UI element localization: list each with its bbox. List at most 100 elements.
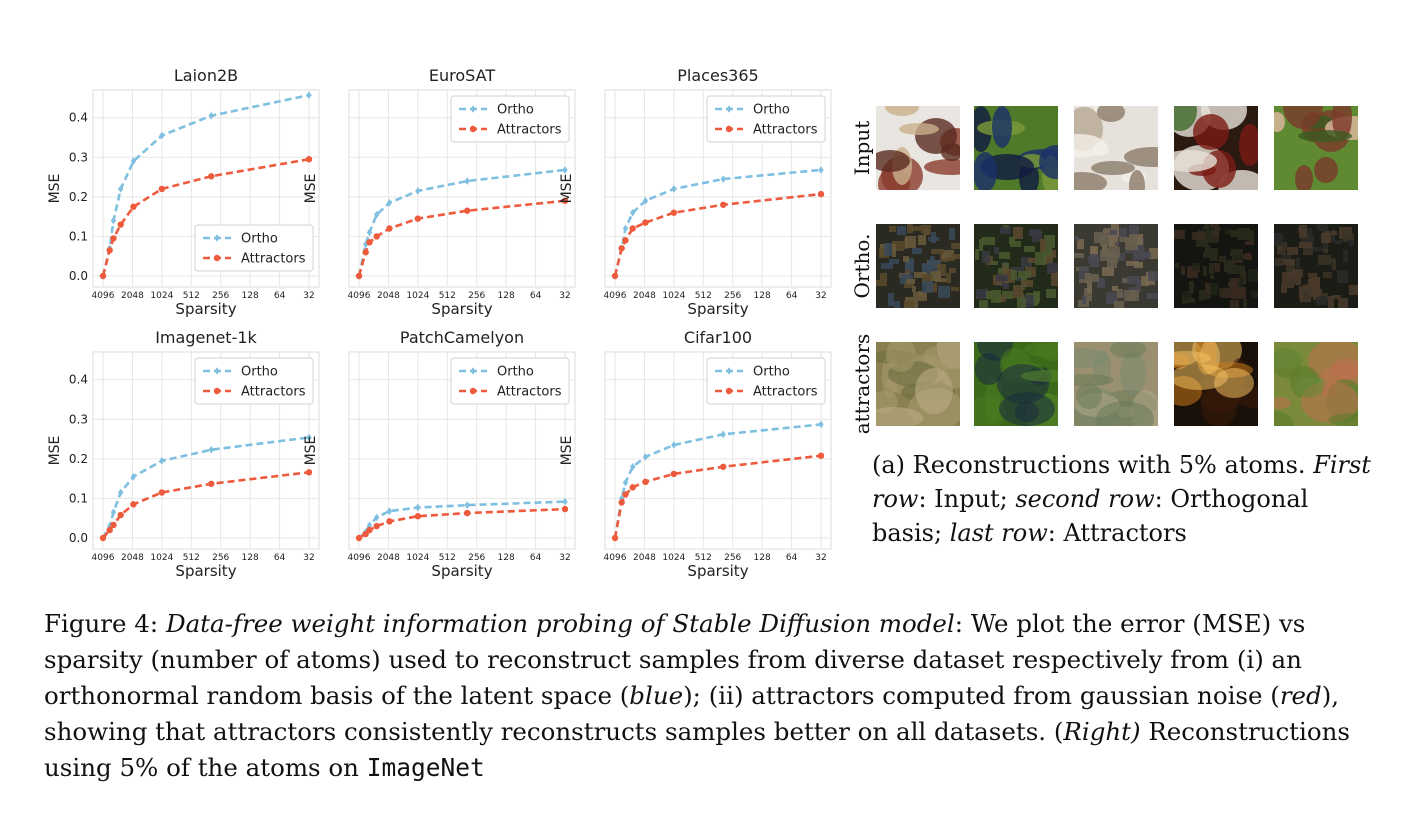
legend-box (706, 95, 826, 143)
legend-label-ortho: Ortho (241, 365, 278, 380)
thumb-patch (991, 261, 998, 265)
thumb-patch (1328, 296, 1334, 308)
thumb-patch (945, 257, 955, 261)
thumb-patch (1299, 242, 1312, 248)
thumb-patch (1343, 233, 1354, 240)
thumb-patch (1013, 285, 1023, 294)
thumb-patch (996, 275, 1008, 281)
thumb-patch (1174, 351, 1211, 365)
data-point-ortho (630, 208, 636, 217)
chart-title: EuroSAT (429, 66, 495, 85)
thumb-patch (1097, 106, 1125, 122)
thumb-patch (1187, 266, 1198, 278)
thumb-patch (1011, 270, 1017, 280)
attractor-recon-4 (1174, 342, 1258, 426)
thumb-patch (1074, 253, 1084, 258)
legend-box (450, 357, 570, 405)
legend-label-ortho: Ortho (497, 103, 534, 118)
thumb-patch (881, 263, 893, 269)
y-tick-label: 0.2 (69, 452, 88, 466)
data-point-attractors (355, 272, 363, 280)
chart-title: Laion2B (174, 66, 238, 85)
thumb-patch (892, 241, 904, 251)
thumb-patch (1277, 244, 1282, 252)
thumb-patch (1313, 247, 1324, 251)
thumb-patch (1085, 273, 1091, 283)
thumb-patch (1022, 280, 1033, 287)
legend-marker (726, 367, 732, 375)
legend-marker (726, 105, 732, 113)
thumb-patch (1227, 265, 1240, 274)
thumb-patch (979, 239, 983, 251)
thumb-patch (1231, 249, 1243, 255)
data-point-attractors (611, 534, 619, 542)
data-point-ortho (208, 445, 214, 454)
thumb-patch (1088, 256, 1099, 263)
y-tick-label: 0.4 (69, 373, 88, 387)
thumb-patch (1174, 230, 1185, 239)
chart-panel-4: PatchCamelyon 4096 2048 1024 512 256 128 64 32 Sp… (303, 328, 576, 580)
row-label-1: Ortho. (850, 233, 874, 299)
thumb-patch (1316, 296, 1327, 305)
legend-box (194, 224, 314, 272)
x-tick-label: 256 (468, 553, 485, 563)
thumb-patch (1018, 271, 1031, 278)
thumb-patch (1299, 225, 1307, 238)
x-tick-label: 128 (754, 291, 771, 301)
thumb-patch (888, 293, 894, 306)
data-point-ortho (415, 503, 421, 512)
legend-label-attractors: Attractors (753, 123, 818, 138)
legend-label-attractors: Attractors (497, 385, 562, 400)
thumb-patch (1337, 270, 1348, 283)
thumb-patch (1281, 284, 1294, 288)
thumb-patch (1192, 232, 1205, 240)
thumb-patch (1233, 255, 1243, 260)
series-line-ortho (101, 93, 310, 277)
thumb-patch (1003, 278, 1009, 289)
data-point-attractors (362, 530, 369, 538)
thumb-patch (1119, 228, 1127, 237)
data-point-attractors (110, 235, 117, 242)
thumb-patch (1110, 342, 1146, 358)
data-point-attractors (622, 491, 629, 498)
thumb-patch (991, 290, 1001, 303)
data-point-ortho (386, 507, 393, 515)
data-point-attractors (99, 272, 107, 280)
thumb-patch (1107, 252, 1118, 263)
thumb-patch (982, 237, 995, 245)
thumb-patch (1219, 288, 1223, 295)
thumb-patch (1013, 227, 1023, 239)
attractor-recon-5 (1274, 342, 1358, 426)
thumb-patch (1187, 298, 1195, 303)
attractor-recon-2 (974, 342, 1058, 426)
thumb-patch (889, 226, 896, 232)
thumb-patch (1332, 295, 1341, 299)
thumb-patch (974, 397, 1006, 426)
series-line-attractors (358, 507, 566, 540)
thumb-patch (938, 286, 950, 298)
x-tick-label: 1024 (662, 553, 685, 563)
thumb-patch (1074, 172, 1107, 190)
thumb-patch (979, 300, 988, 308)
legend-label-attractors: Attractors (241, 385, 306, 400)
y-tick-label: 0.1 (69, 229, 88, 243)
thumb-patch (1149, 248, 1158, 259)
thumb-patch (1141, 276, 1149, 286)
thumb-patch (1282, 242, 1287, 250)
thumb-patch (1097, 278, 1105, 288)
thumb-patch (1296, 257, 1300, 268)
legend-label-attractors: Attractors (241, 252, 306, 267)
data-point-ortho (464, 501, 470, 509)
thumb-patch (1013, 293, 1024, 298)
legend-box (706, 357, 826, 405)
thumb-patch (1109, 235, 1118, 247)
x-tick-label: 2048 (121, 291, 144, 301)
thumb-patch (913, 292, 925, 297)
thumb-patch (1303, 292, 1309, 301)
thumb-patch (1074, 374, 1114, 386)
thumb-patch (1089, 274, 1099, 282)
data-point-ortho (130, 472, 137, 481)
thumb-patch (1049, 250, 1056, 258)
thumb-patch (1183, 291, 1192, 300)
thumb-patch (1120, 351, 1146, 395)
